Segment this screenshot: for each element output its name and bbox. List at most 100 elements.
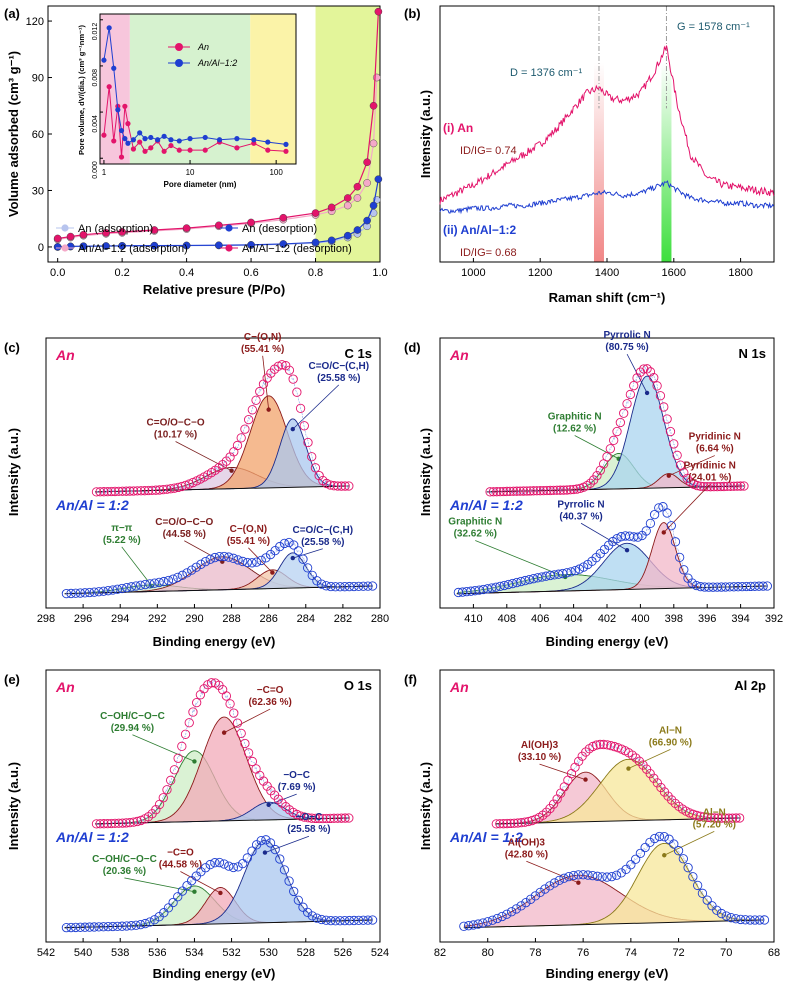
- envelope-point: [163, 575, 174, 586]
- envelope-point: [606, 740, 616, 751]
- envelope-point: [631, 753, 641, 763]
- bottom-spectrum: An/Al = 1:2 Graphitic N(32.62 %) Pyrrolic …: [448, 461, 772, 598]
- envelope-point: [568, 484, 579, 495]
- inset-data-point: [137, 139, 143, 145]
- envelope-point: [664, 834, 674, 844]
- series-i-label: (i) An: [443, 121, 473, 135]
- envelope-point: [219, 859, 229, 869]
- envelope-point: [333, 813, 343, 823]
- envelope-point: [314, 813, 324, 824]
- envelope-point: [75, 588, 85, 598]
- envelope-point: [173, 482, 183, 493]
- peak-leader-line: [539, 763, 586, 780]
- peak-percentage: (44.58 %): [159, 860, 202, 871]
- envelope-point: [367, 915, 378, 925]
- envelope-point: [188, 707, 198, 717]
- envelope-point: [545, 881, 555, 891]
- peak-name: Graphitic N: [548, 411, 602, 422]
- inset-data-point: [265, 139, 271, 145]
- x-tick-label: 290: [185, 613, 203, 625]
- envelope-point: [122, 921, 132, 931]
- peak-marker: [290, 426, 295, 432]
- inset-data-point: [176, 147, 182, 153]
- envelope-point: [224, 861, 234, 871]
- envelope-point: [558, 485, 569, 495]
- envelope-point: [236, 728, 246, 739]
- inset-data-point: [155, 137, 161, 143]
- data-point: [311, 238, 320, 247]
- component-peak-fill: [64, 552, 373, 594]
- envelope-point: [506, 907, 517, 917]
- envelope-point: [121, 486, 131, 496]
- legend-marker: [225, 224, 233, 232]
- envelope-point: [321, 915, 331, 925]
- envelope-point: [498, 819, 509, 829]
- data-point: [102, 242, 110, 250]
- envelope-point: [349, 915, 359, 926]
- envelope-point: [552, 485, 562, 495]
- envelope-point: [177, 886, 188, 896]
- data-point: [363, 216, 371, 225]
- panel-label: (e): [4, 672, 20, 687]
- envelope-point: [149, 915, 160, 925]
- x-tick-label: 526: [334, 947, 352, 959]
- envelope-point: [727, 813, 738, 823]
- data-point: [150, 226, 159, 234]
- envelope-point: [513, 818, 523, 828]
- envelope-point: [724, 813, 734, 823]
- peak-percentage: (62.36 %): [248, 697, 291, 708]
- inset-data-point: [251, 137, 257, 143]
- panel-e: 542 540 538 536 534 532 530 528 526 524 (e) Binding…: [4, 669, 389, 981]
- envelope-point: [674, 552, 685, 563]
- inset-data-point: [111, 138, 117, 144]
- series-ii-label: (ii) An/Al−1:2: [443, 223, 517, 237]
- envelope-point: [634, 756, 645, 766]
- peak-percentage: (32.62 %): [454, 529, 497, 540]
- envelope-point: [98, 922, 109, 932]
- data-point: [118, 242, 126, 250]
- envelope-point: [303, 437, 313, 448]
- envelope-point: [656, 782, 666, 793]
- envelope-point: [102, 486, 113, 497]
- peak-marker: [270, 570, 275, 575]
- inset-x-label: Pore diameter (nm): [164, 180, 237, 189]
- data-point: [182, 224, 191, 232]
- x-tick-label: 538: [111, 947, 129, 959]
- envelope-point: [114, 818, 124, 828]
- envelope-point: [261, 835, 271, 845]
- envelope-point: [314, 470, 324, 481]
- envelope-point: [688, 872, 698, 882]
- envelope-point: [363, 581, 373, 591]
- envelope-point: [289, 540, 299, 550]
- envelope-point: [734, 813, 745, 823]
- envelope-point: [180, 729, 191, 739]
- envelope-point: [95, 819, 105, 829]
- envelope-point: [699, 812, 709, 822]
- series-i-ratio: ID/IG= 0.74: [460, 145, 517, 157]
- envelope-point: [720, 813, 730, 823]
- envelope-point: [540, 884, 550, 894]
- envelope-point: [585, 478, 595, 488]
- peak-leader-line: [663, 484, 711, 533]
- inset-data-point: [161, 133, 167, 139]
- panel-a: 0.0 0.2 0.4 0.6 0.8 1.0 0 30 60 90 120 (a) Relative …: [4, 5, 388, 297]
- envelope-point: [609, 435, 619, 445]
- x-axis-label: Relative presure (P/Po): [143, 282, 285, 297]
- envelope-point: [459, 921, 469, 931]
- inset-y-tick-label: 0.004: [92, 115, 99, 133]
- envelope-point: [266, 786, 276, 796]
- data-point: [279, 240, 288, 248]
- envelope-point: [143, 485, 154, 496]
- peak-marker: [666, 473, 671, 478]
- inset-y-tick-label: 0.000: [92, 161, 99, 179]
- axes-frame: [439, 669, 775, 943]
- envelope-point: [61, 923, 72, 933]
- envelope-point: [735, 914, 746, 925]
- envelope-point: [340, 916, 350, 926]
- inset-data-point: [142, 136, 148, 142]
- inset-data-point: [176, 138, 182, 144]
- envelope-point: [526, 894, 536, 904]
- envelope-point: [221, 691, 232, 701]
- envelope-point: [635, 367, 646, 377]
- envelope-point: [620, 531, 631, 541]
